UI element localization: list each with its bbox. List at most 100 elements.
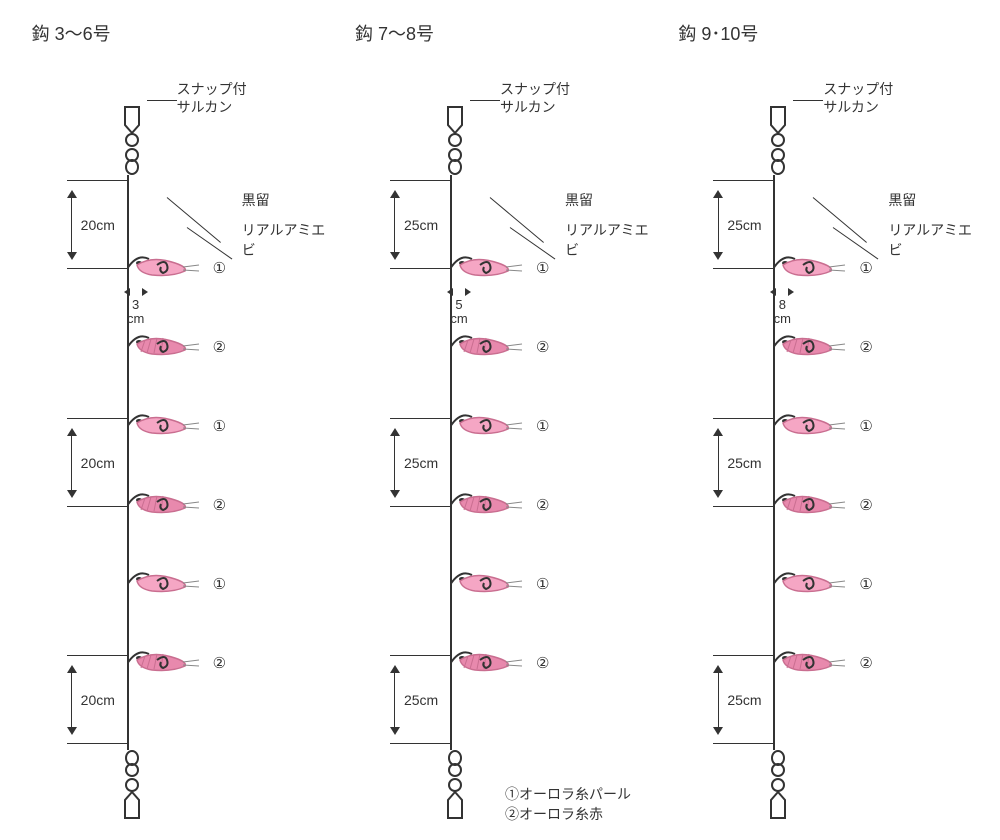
- section-length-label: 20cm: [81, 217, 115, 233]
- shrimp-lure-icon: [773, 492, 851, 518]
- black-stop-label: 黒留: [242, 190, 270, 210]
- hook-type-number: ②: [536, 338, 549, 356]
- measure-tick: [390, 418, 450, 419]
- shrimp-lure-icon: [127, 255, 205, 281]
- branch-length-value: 5: [447, 298, 471, 312]
- snap-swivel-icon: [440, 105, 470, 175]
- hook-type-number: ②: [213, 654, 226, 672]
- hook-branch: ①: [450, 255, 549, 281]
- section-measurement: 25cm: [713, 428, 761, 498]
- hook-type-number: ①: [859, 575, 872, 593]
- hook-branch: ①: [773, 571, 872, 597]
- hook-type-number: ①: [213, 259, 226, 277]
- callout-line: [166, 197, 220, 243]
- hook-type-number: ②: [213, 496, 226, 514]
- shrimp-lure-icon: [450, 334, 528, 360]
- shrimp-lure-icon: [127, 492, 205, 518]
- hook-type-number: ②: [536, 654, 549, 672]
- measure-tick: [713, 418, 773, 419]
- measure-tick: [713, 655, 773, 656]
- branch-length-unit: cm: [447, 312, 471, 326]
- measure-tick: [67, 743, 127, 744]
- callout-line: [470, 100, 500, 101]
- hook-branch: ①: [127, 413, 226, 439]
- hook-branch: ②: [127, 334, 226, 360]
- legend-line-1: ①オーロラ糸パール: [505, 785, 631, 805]
- rig-column: 鈎 9･10号 スナップ付 サルカン 黒留 リアルアミエビ 25cm 2: [668, 20, 978, 820]
- rig-title: 鈎 7～8号: [355, 20, 434, 46]
- hook-type-number: ①: [536, 575, 549, 593]
- shrimp-lure-icon: [773, 571, 851, 597]
- shrimp-lure-icon: [127, 413, 205, 439]
- hook-type-number: ①: [859, 259, 872, 277]
- section-length-label: 25cm: [727, 455, 761, 471]
- section-length-label: 20cm: [81, 692, 115, 708]
- hook-type-number: ②: [859, 338, 872, 356]
- hook-type-number: ①: [536, 417, 549, 435]
- hook-branch: ②: [127, 650, 226, 676]
- measure-tick: [390, 655, 450, 656]
- hook-branch: ②: [773, 650, 872, 676]
- hook-type-number: ①: [859, 417, 872, 435]
- rig-column: 鈎 3～6号 スナップ付 サルカン 黒留 リアルアミエビ 20cm 20: [22, 20, 332, 820]
- hook-type-number: ①: [213, 575, 226, 593]
- hook-branch: ②: [127, 492, 226, 518]
- hook-branch: ②: [773, 492, 872, 518]
- hook-branch: ①: [127, 571, 226, 597]
- branch-length-value: 8: [770, 298, 794, 312]
- amiebi-label: リアルアミエビ: [242, 220, 332, 260]
- snap-swivel-label: スナップ付 サルカン: [500, 80, 570, 116]
- shrimp-lure-icon: [450, 650, 528, 676]
- rig-column: 鈎 7～8号 スナップ付 サルカン 黒留 リアルアミエビ 25cm 25: [345, 20, 655, 820]
- hook-branch: ②: [773, 334, 872, 360]
- section-length-label: 25cm: [727, 692, 761, 708]
- snap-swivel-icon: [763, 750, 793, 820]
- measure-tick: [67, 506, 127, 507]
- measure-tick: [390, 180, 450, 181]
- hook-branch: ①: [773, 255, 872, 281]
- measure-tick: [713, 506, 773, 507]
- callout-line: [490, 197, 544, 243]
- section-measurement: 20cm: [67, 665, 115, 735]
- section-measurement: 25cm: [390, 190, 438, 260]
- measure-tick: [67, 655, 127, 656]
- shrimp-lure-icon: [450, 571, 528, 597]
- snap-swivel-label: スナップ付 サルカン: [823, 80, 893, 116]
- shrimp-lure-icon: [450, 255, 528, 281]
- measure-tick: [713, 180, 773, 181]
- shrimp-lure-icon: [773, 413, 851, 439]
- branch-measurement: 5 cm: [447, 288, 471, 327]
- callout-line: [147, 100, 177, 101]
- branch-length-unit: cm: [124, 312, 148, 326]
- section-length-label: 20cm: [81, 455, 115, 471]
- hook-branch: ②: [450, 650, 549, 676]
- amiebi-label: リアルアミエビ: [565, 220, 655, 260]
- section-measurement: 25cm: [390, 428, 438, 498]
- hook-type-number: ②: [859, 496, 872, 514]
- branch-length-unit: cm: [770, 312, 794, 326]
- hook-type-number: ②: [536, 496, 549, 514]
- legend-line-2: ②オーロラ糸赤: [505, 805, 631, 825]
- hook-branch: ①: [450, 571, 549, 597]
- top-swivel: [440, 105, 470, 180]
- section-length-label: 25cm: [404, 217, 438, 233]
- branch-measurement: 3 cm: [124, 288, 148, 327]
- section-measurement: 20cm: [67, 190, 115, 260]
- callout-line: [813, 197, 867, 243]
- measure-tick: [67, 418, 127, 419]
- bottom-swivel: [440, 750, 470, 825]
- section-measurement: 20cm: [67, 428, 115, 498]
- measure-tick: [390, 743, 450, 744]
- measure-tick: [67, 180, 127, 181]
- shrimp-lure-icon: [450, 413, 528, 439]
- hook-type-number: ②: [859, 654, 872, 672]
- shrimp-lure-icon: [127, 334, 205, 360]
- shrimp-lure-icon: [773, 334, 851, 360]
- hook-type-number: ①: [536, 259, 549, 277]
- section-length-label: 25cm: [727, 217, 761, 233]
- top-swivel: [117, 105, 147, 180]
- black-stop-label: 黒留: [565, 190, 593, 210]
- snap-swivel-icon: [440, 750, 470, 820]
- section-measurement: 25cm: [713, 190, 761, 260]
- bottom-swivel: [117, 750, 147, 825]
